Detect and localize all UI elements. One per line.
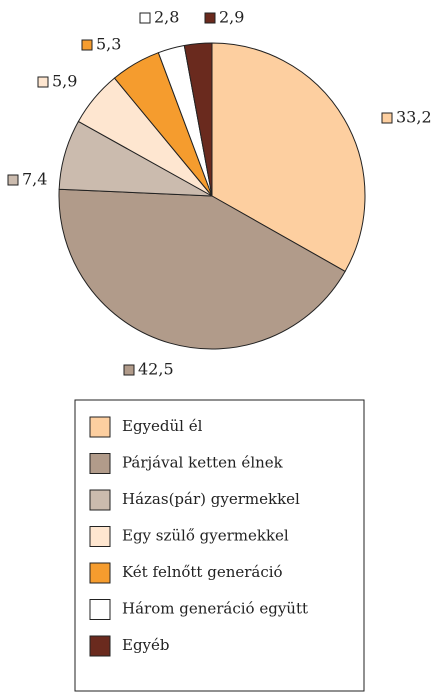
data-label: 42,5 bbox=[138, 360, 174, 379]
pie-slice bbox=[183, 42, 213, 197]
legend-swatch bbox=[89, 416, 111, 438]
legend-label: Egyedül él bbox=[122, 417, 203, 435]
label-swatch bbox=[123, 364, 135, 376]
data-label: 5,3 bbox=[96, 35, 121, 54]
data-label: 33,2 bbox=[396, 108, 432, 127]
legend-swatch bbox=[89, 489, 111, 511]
legend-swatch bbox=[89, 526, 111, 547]
data-label: 5,9 bbox=[52, 72, 77, 91]
label-swatch bbox=[7, 174, 19, 186]
legend-box bbox=[74, 399, 365, 692]
legend-label: Két felnőtt generáció bbox=[122, 563, 283, 581]
label-swatch bbox=[381, 112, 393, 124]
legend-label: Három generáció együtt bbox=[122, 600, 308, 618]
label-swatch bbox=[81, 39, 93, 51]
label-swatch bbox=[204, 12, 216, 24]
data-label: 2,9 bbox=[219, 8, 244, 27]
legend-label: Párjával ketten élnek bbox=[122, 454, 284, 472]
legend-swatch bbox=[89, 562, 111, 584]
legend-swatch bbox=[89, 453, 111, 474]
data-label: 2,8 bbox=[154, 8, 179, 27]
legend-label: Házas(pár) gyermekkel bbox=[122, 490, 300, 508]
legend-swatch bbox=[89, 635, 111, 657]
label-swatch bbox=[139, 12, 151, 24]
legend-label: Egy szülő gyermekkel bbox=[122, 527, 289, 545]
legend-label: Egyéb bbox=[122, 636, 170, 654]
label-swatch bbox=[37, 76, 49, 88]
pie-slice bbox=[58, 188, 346, 350]
pie-slice bbox=[211, 42, 366, 273]
legend-swatch bbox=[89, 599, 111, 620]
data-label: 7,4 bbox=[22, 170, 47, 189]
